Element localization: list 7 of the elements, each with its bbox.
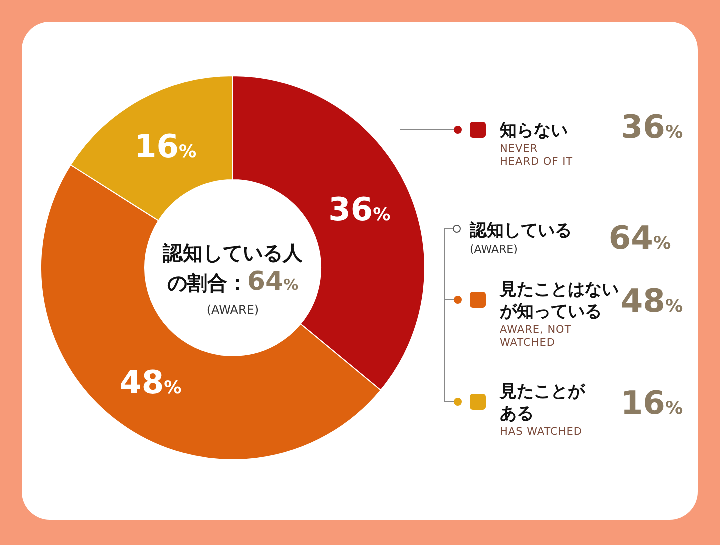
data-label: 16% [134,127,197,166]
legend-label: 知らない [499,121,568,141]
centre: 認知している人の割合：64% (AWARE) [163,241,303,317]
legend-label: 見たことがある [499,382,586,424]
data-label: 48% [120,363,182,402]
data-label: 36% [328,190,392,228]
legend-label: 見たことはないが知っている [499,280,619,322]
